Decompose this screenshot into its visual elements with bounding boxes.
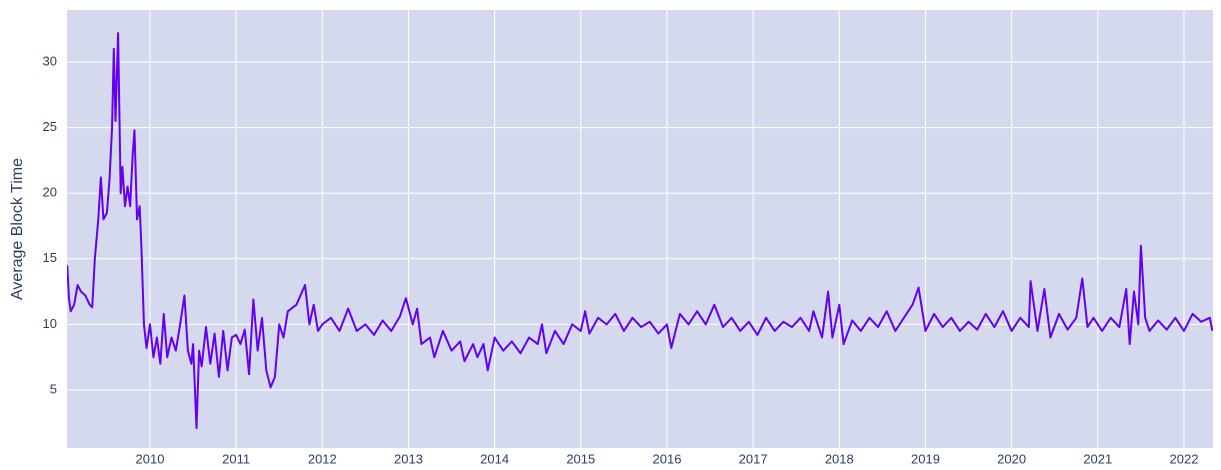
x-tick-label: 2016 xyxy=(653,451,682,466)
y-tick-label: 15 xyxy=(43,250,57,265)
x-tick-label: 2015 xyxy=(566,451,595,466)
x-tick-label: 2017 xyxy=(739,451,768,466)
x-tick-label: 2010 xyxy=(136,451,165,466)
x-tick-label: 2014 xyxy=(480,451,509,466)
y-tick-label: 30 xyxy=(43,53,57,68)
x-tick-label: 2012 xyxy=(308,451,337,466)
y-axis-title: Average Block Time xyxy=(9,158,26,300)
x-tick-label: 2022 xyxy=(1170,451,1199,466)
y-tick-label: 5 xyxy=(50,381,57,396)
plot-area xyxy=(67,32,1213,430)
x-tick-label: 2019 xyxy=(911,451,940,466)
plot-background xyxy=(67,10,1213,448)
y-tick-label: 25 xyxy=(43,119,57,134)
x-tick-label: 2018 xyxy=(825,451,854,466)
x-tick-label: 2011 xyxy=(222,451,250,466)
y-tick-label: 20 xyxy=(43,185,57,200)
data-line xyxy=(67,32,1213,430)
x-tick-label: 2020 xyxy=(997,451,1026,466)
x-tick-label: 2021 xyxy=(1083,451,1112,466)
x-tick-label: 2013 xyxy=(394,451,423,466)
y-tick-label: 10 xyxy=(43,316,57,331)
